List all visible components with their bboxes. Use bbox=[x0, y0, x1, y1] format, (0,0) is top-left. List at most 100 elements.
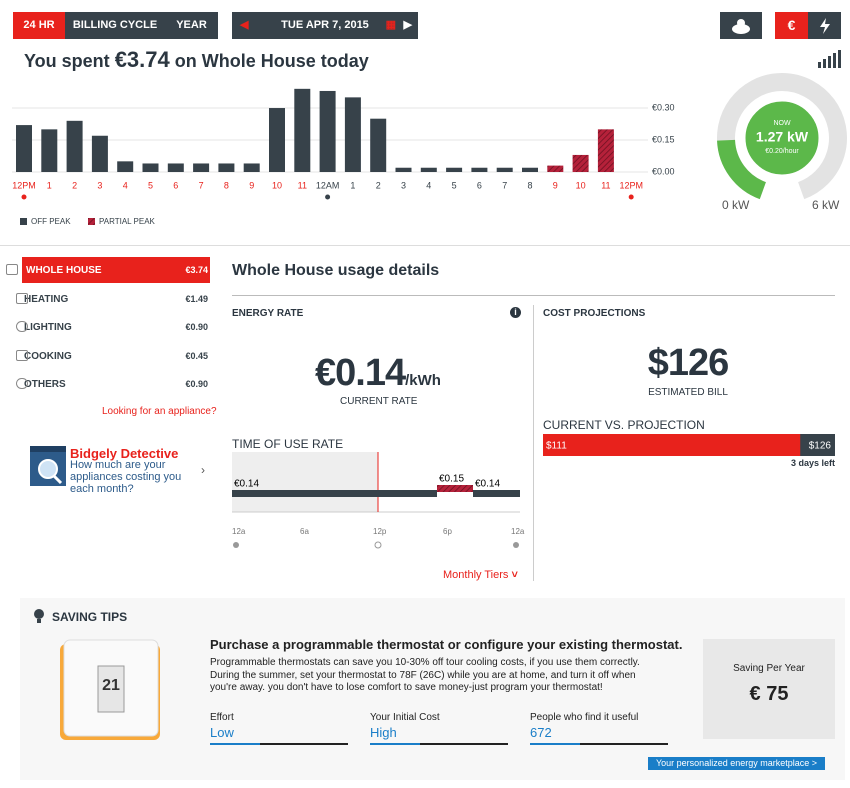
gauge-min-label: 0 kW bbox=[722, 198, 750, 212]
projection-label: $126 bbox=[809, 441, 832, 452]
bar bbox=[41, 129, 58, 172]
next-arrow[interactable]: ▶ bbox=[403, 19, 412, 31]
monthly-tiers-link[interactable]: Monthly Tiers ˅ bbox=[443, 569, 518, 581]
date-picker[interactable]: ◀ TUE APR 7, 2015 ▦ ▶ bbox=[232, 12, 418, 39]
x-tick-label: 5 bbox=[452, 180, 457, 190]
compare-heading: CURRENT VS. PROJECTION bbox=[543, 418, 705, 432]
energy-rate-heading: ENERGY RATE bbox=[232, 308, 304, 319]
legend-label: OFF PEAK bbox=[31, 217, 71, 226]
menu-value: €0.90 bbox=[185, 322, 208, 332]
metric-underline-accent bbox=[530, 743, 580, 745]
info-icon[interactable]: i bbox=[510, 307, 521, 318]
header: You spent €3.74 on Whole House today bbox=[24, 47, 369, 73]
currency-button[interactable]: € bbox=[775, 12, 808, 39]
tou-segment bbox=[437, 485, 473, 492]
x-tick-label: 7 bbox=[502, 180, 507, 190]
moon-icon bbox=[325, 194, 331, 200]
x-tick-label: 3 bbox=[97, 180, 102, 190]
prev-arrow[interactable]: ◀ bbox=[240, 19, 249, 31]
saving-value: € 75 bbox=[749, 683, 789, 705]
marketplace-link[interactable]: Your personalized energy marketplace > bbox=[648, 757, 825, 770]
y-tick-label: €0.00 bbox=[652, 166, 675, 176]
menu-label: OTHERS bbox=[24, 379, 66, 390]
usage-chart: €0.00 €0.15 €0.30 12PM 1 2 3 4 5 6 7 8 9 10 11 12AM 1 2 3 4… bbox=[12, 88, 675, 226]
x-tick-label: 1 bbox=[350, 180, 355, 190]
tou-tick: 6a bbox=[300, 527, 309, 536]
current-label: $111 bbox=[546, 441, 567, 452]
header-amount: €3.74 bbox=[114, 47, 170, 72]
bar bbox=[91, 135, 108, 172]
tip-title: Purchase a programmable thermostat or co… bbox=[210, 637, 683, 652]
cost-value: $126 bbox=[647, 342, 730, 384]
menu-icon bbox=[6, 264, 18, 275]
y-tick-label: €0.30 bbox=[652, 102, 675, 112]
menu-value: €1.49 bbox=[185, 293, 208, 304]
metric-underline bbox=[210, 743, 348, 745]
x-tick-label: 12PM bbox=[619, 180, 643, 190]
menu-item[interactable]: OTHERS €0.90 bbox=[8, 371, 210, 397]
tip-text: Programmable thermostats can save you 10… bbox=[210, 657, 640, 693]
bar bbox=[547, 165, 564, 172]
days-left: 3 days left bbox=[790, 458, 835, 468]
bar bbox=[496, 167, 513, 172]
gauge-center bbox=[742, 98, 822, 178]
bar bbox=[395, 167, 412, 172]
detective-arrow[interactable]: › bbox=[201, 463, 205, 477]
x-tick-label: 5 bbox=[148, 180, 153, 190]
sun-icon bbox=[374, 541, 382, 549]
tab[interactable]: 24 HR bbox=[13, 12, 65, 39]
x-tick-label: 12AM bbox=[316, 180, 340, 190]
bar bbox=[597, 129, 614, 172]
detective-title[interactable]: Bidgely Detective bbox=[70, 446, 179, 461]
divider bbox=[0, 245, 850, 246]
metric-value: 672 bbox=[530, 725, 552, 740]
chevron: ˅ bbox=[511, 569, 518, 581]
bar bbox=[269, 108, 285, 172]
detective-icon bbox=[30, 446, 66, 486]
calendar-icon[interactable]: ▦ bbox=[385, 19, 396, 31]
menu-label: WHOLE HOUSE bbox=[26, 265, 102, 276]
bar bbox=[344, 97, 361, 172]
gauge-rate: €0.20/hour bbox=[765, 148, 799, 155]
metric-label: People who find it useful bbox=[530, 712, 639, 723]
cost-bar: $111 $126 bbox=[543, 434, 835, 456]
energy-rate-caption: CURRENT RATE bbox=[340, 396, 418, 407]
x-tick-label: 10 bbox=[576, 180, 586, 190]
menu-item[interactable]: COOKING €0.45 bbox=[8, 343, 210, 369]
tou-tick: 6p bbox=[443, 527, 452, 536]
menu-item[interactable]: HEATING €1.49 bbox=[8, 286, 210, 312]
gauge-value-label: 1.27 kW bbox=[756, 129, 809, 145]
appliance-link[interactable]: Looking for an appliance? bbox=[102, 406, 217, 417]
tou-rate: €0.15 bbox=[439, 474, 464, 485]
cost-heading: COST PROJECTIONS bbox=[543, 308, 646, 319]
signal-icon bbox=[818, 50, 841, 68]
menu-item[interactable]: LIGHTING €0.90 bbox=[8, 314, 210, 340]
legend-swatch bbox=[20, 218, 27, 225]
power-gauge: NOW 1.27 kW €0.20/hour bbox=[717, 73, 847, 200]
menu-item[interactable]: WHOLE HOUSE €3.74 bbox=[22, 257, 210, 283]
bar bbox=[319, 90, 336, 172]
metric-value: High bbox=[370, 725, 397, 740]
tou-chart: €0.14 €0.15 €0.14 12a 6a 12p 6p 12a bbox=[232, 452, 525, 549]
x-tick-label: 1 bbox=[47, 180, 52, 190]
bar bbox=[370, 118, 387, 172]
bar bbox=[218, 163, 235, 172]
detective-text: How much are your appliances costing you… bbox=[70, 459, 182, 495]
x-tick-label: 11 bbox=[601, 180, 610, 190]
x-tick-label: 9 bbox=[553, 180, 558, 190]
current-bar bbox=[543, 434, 801, 456]
bar bbox=[420, 167, 437, 172]
link-text: Monthly Tiers bbox=[443, 569, 509, 581]
date: TUE APR 7, 2015 bbox=[281, 19, 369, 31]
legend-swatch bbox=[88, 218, 95, 225]
bar bbox=[572, 154, 589, 172]
saving-box: Saving Per Year € 75 bbox=[703, 639, 835, 739]
menu-label: HEATING bbox=[24, 293, 69, 305]
tab[interactable]: BILLING CYCLE bbox=[65, 12, 165, 39]
tab[interactable]: YEAR bbox=[165, 12, 218, 39]
weather-button[interactable] bbox=[720, 12, 762, 39]
energy-button[interactable] bbox=[808, 12, 841, 39]
metric-underline bbox=[370, 743, 508, 745]
rate-unit: /kWh bbox=[405, 372, 441, 389]
